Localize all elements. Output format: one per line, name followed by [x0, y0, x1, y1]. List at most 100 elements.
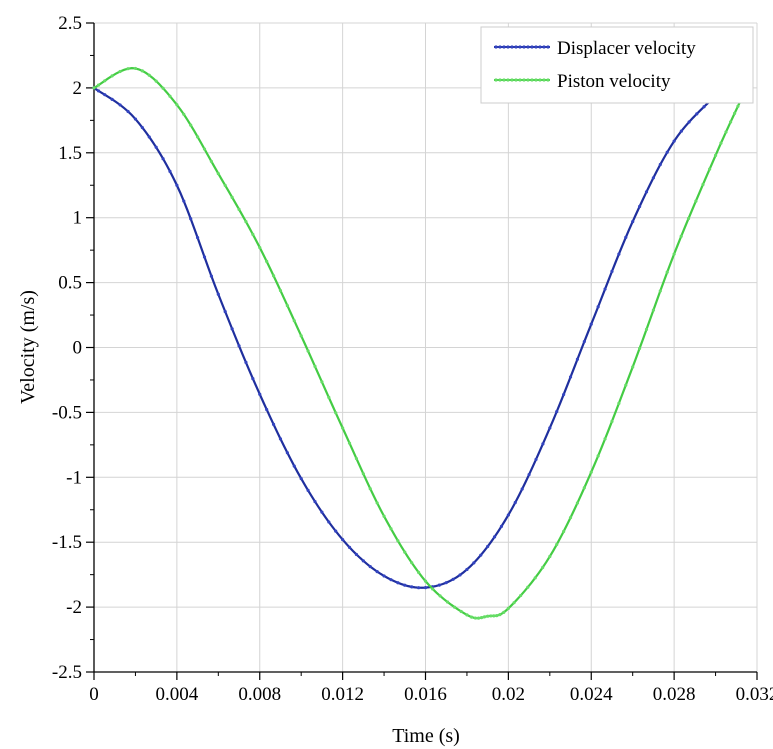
data-point [589, 470, 593, 474]
data-point [416, 586, 421, 590]
data-point [133, 66, 138, 71]
data-point [278, 437, 283, 441]
data-point [271, 422, 276, 426]
data-point [389, 527, 393, 531]
data-point [687, 120, 691, 124]
x-tick-label: 0.016 [404, 684, 447, 705]
legend-markers-piston [494, 78, 550, 82]
data-point [216, 171, 220, 176]
data-point [423, 586, 428, 590]
data-point [665, 150, 669, 154]
data-point [403, 550, 407, 554]
data-point [520, 487, 524, 491]
data-point [438, 594, 442, 598]
data-point [265, 259, 269, 263]
legend-marker [498, 45, 502, 49]
data-point [695, 112, 699, 116]
data-point [327, 395, 331, 399]
x-tick-label: 0.02 [492, 684, 525, 705]
data-point [610, 269, 614, 273]
data-point [672, 252, 676, 256]
data-point [382, 574, 386, 578]
data-point [732, 111, 737, 115]
data-point [562, 392, 566, 397]
legend-marker [514, 78, 518, 82]
data-point [361, 559, 365, 563]
data-point [182, 112, 186, 116]
y-tick-label: 0 [73, 338, 83, 359]
data-point [278, 288, 283, 293]
data-point [431, 587, 435, 591]
data-point [527, 472, 531, 477]
data-point [555, 410, 559, 414]
data-point [437, 583, 441, 587]
data-point [472, 561, 476, 565]
data-point [96, 89, 101, 93]
data-point [562, 529, 566, 534]
data-point [396, 539, 400, 543]
data-point [103, 93, 107, 97]
data-point [665, 270, 669, 274]
legend-marker [498, 78, 502, 82]
legend-marker [546, 45, 550, 49]
data-point [701, 182, 705, 187]
legend-marker [546, 78, 550, 82]
x-tick-label: 0.024 [570, 684, 613, 705]
data-point [644, 190, 649, 194]
data-point [341, 538, 345, 542]
data-point [736, 104, 740, 108]
data-point [486, 614, 490, 618]
data-point [416, 570, 421, 575]
data-point [679, 129, 683, 133]
legend-marker [522, 78, 526, 82]
data-point [161, 157, 165, 161]
data-point [651, 176, 656, 180]
data-point [96, 83, 101, 87]
y-tick-label: -1.5 [52, 532, 82, 553]
data-point [458, 573, 462, 577]
data-point [476, 616, 481, 620]
data-point [479, 616, 484, 620]
data-point [637, 204, 642, 209]
data-point [506, 513, 510, 517]
data-point [110, 74, 114, 78]
legend-marker [506, 78, 510, 82]
data-point [354, 552, 359, 557]
data-point [195, 236, 200, 240]
data-point [375, 501, 379, 505]
legend-marker [506, 45, 510, 49]
data-point [189, 217, 193, 221]
legend-marker [530, 45, 534, 49]
legend-marker [514, 45, 518, 49]
data-point [347, 545, 352, 549]
data-point [189, 123, 193, 127]
legend-marker [494, 45, 498, 49]
data-point [610, 419, 614, 423]
y-tick-label: -2 [66, 597, 82, 618]
data-point [679, 234, 683, 238]
data-point [526, 585, 530, 589]
data-point [223, 310, 227, 314]
data-point [410, 561, 414, 565]
data-point [202, 255, 207, 259]
data-point [575, 357, 580, 361]
data-point [244, 360, 248, 364]
data-point [459, 609, 463, 614]
data-point [486, 544, 490, 549]
data-point [445, 600, 450, 604]
data-point [126, 109, 130, 114]
legend-marker [510, 45, 514, 49]
y-tick-label: 1.5 [58, 143, 82, 164]
x-tick-label: 0.012 [321, 684, 364, 705]
data-point [306, 488, 310, 492]
series-markers-1 [92, 66, 743, 620]
data-point [512, 601, 516, 605]
data-point [423, 579, 428, 583]
legend-marker [518, 78, 522, 82]
legend-marker [526, 45, 530, 49]
data-point [519, 593, 523, 598]
data-point [354, 456, 359, 461]
data-point [175, 103, 179, 107]
data-point [724, 130, 728, 134]
x-axis-label: Time (s) [392, 725, 460, 747]
